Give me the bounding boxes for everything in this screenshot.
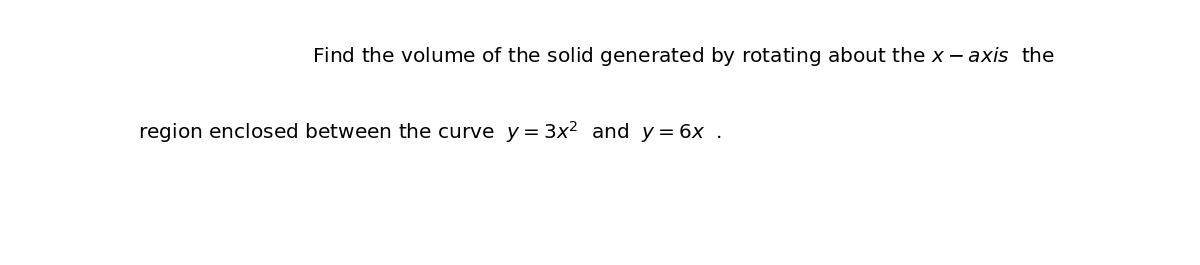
Text: Find the volume of the solid generated by rotating about the $x-\mathit{axis}$  : Find the volume of the solid generated b… bbox=[312, 45, 1056, 68]
Text: region enclosed between the curve  $y = 3x^2$  and  $y = 6x$  .: region enclosed between the curve $y = 3… bbox=[138, 119, 722, 145]
